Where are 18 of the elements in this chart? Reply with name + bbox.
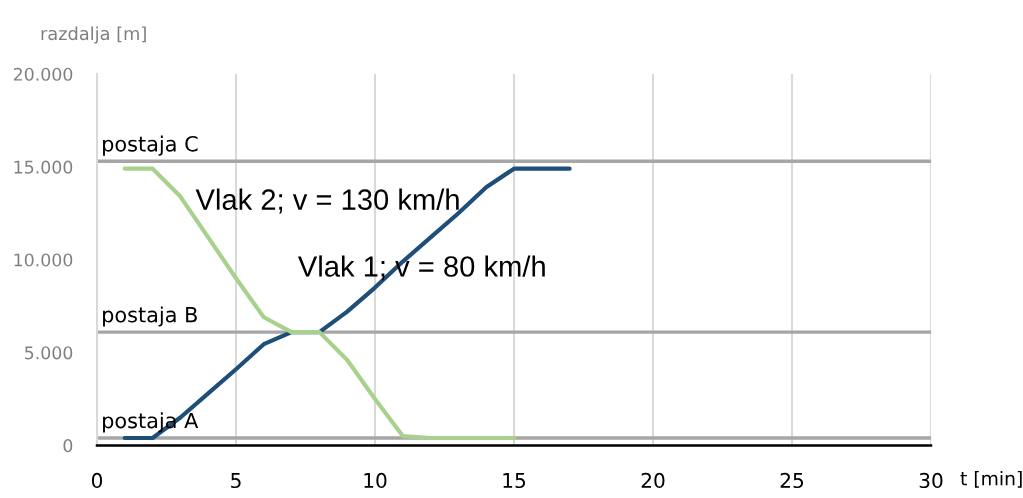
- y-axis-title: razdalja [m]: [41, 26, 146, 44]
- y-tick-label: 10.000: [14, 253, 73, 267]
- y-tick-label: 5.000: [25, 346, 73, 360]
- series-label: Vlak 1; v = 80 km/h: [297, 255, 545, 281]
- y-tick-label: 0: [63, 439, 73, 453]
- x-tick-label: 5: [231, 473, 241, 489]
- x-tick-label: 25: [780, 472, 804, 489]
- ref-line-label: postaja C: [103, 135, 198, 156]
- series-label: Vlak 2; v = 130 km/h: [195, 188, 459, 214]
- y-tick-label: 15.000: [14, 160, 73, 174]
- y-tick-label: 20.000: [13, 67, 73, 81]
- x-tick-label: 30: [919, 472, 943, 489]
- x-tick-label: 20: [641, 472, 665, 489]
- x-axis-title: t [min]: [960, 470, 1022, 488]
- x-tick-label: 0: [91, 472, 103, 489]
- ref-line-label: postaja B: [103, 306, 197, 327]
- x-tick-label: 15: [503, 473, 526, 489]
- x-tick-label: 10: [364, 472, 387, 489]
